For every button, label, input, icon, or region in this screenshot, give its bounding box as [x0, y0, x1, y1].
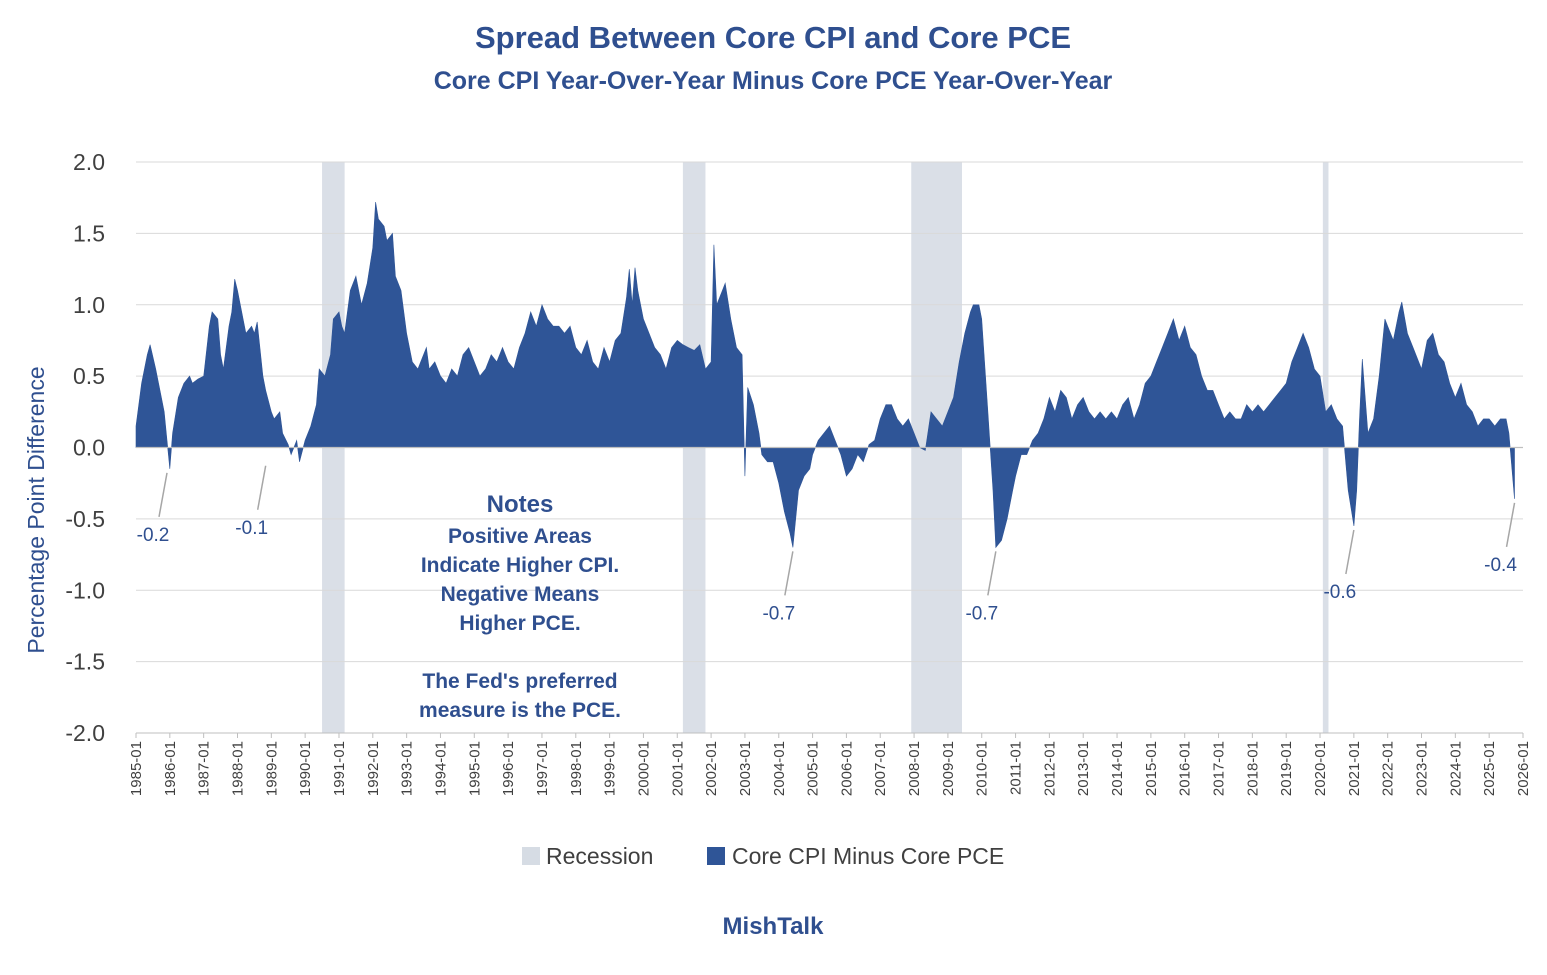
- legend-swatch-series: [707, 847, 725, 865]
- x-tick-label: 1988-01: [230, 741, 247, 796]
- x-tick-label: 2003-01: [737, 741, 754, 796]
- x-tick-label: 2006-01: [838, 741, 855, 796]
- notes-box: Notes Positive Areas Indicate Higher CPI…: [419, 491, 621, 722]
- y-tick-label: 2.0: [73, 149, 105, 175]
- x-tick-label: 1994-01: [433, 741, 450, 796]
- chart-title: Spread Between Core CPI and Core PCE: [475, 20, 1071, 55]
- source-label: MishTalk: [723, 913, 825, 940]
- annotation-leader: [987, 551, 997, 596]
- x-tick-label: 2019-01: [1278, 741, 1295, 796]
- x-tick-label: 2026-01: [1515, 741, 1532, 796]
- x-tick-label: 2005-01: [805, 741, 822, 796]
- x-tick-label: 2024-01: [1447, 741, 1464, 796]
- x-tick-labels: 1985-01 1986-01 1987-01 1988-01 1989-01 1990-…: [128, 733, 1532, 796]
- y-tick-label: 0.0: [73, 435, 105, 461]
- notes-line: Indicate Higher CPI.: [421, 554, 619, 577]
- axes: [136, 446, 1523, 734]
- notes-line: measure is the PCE.: [419, 699, 621, 722]
- x-tick-label: 1995-01: [466, 741, 483, 796]
- notes-heading: Notes: [487, 491, 554, 518]
- y-tick-label: -1.0: [65, 577, 105, 603]
- x-tick-label: 2015-01: [1143, 741, 1160, 796]
- y-tick-label: -1.5: [65, 649, 105, 675]
- x-tick-label: 1991-01: [331, 741, 348, 796]
- x-tick-label: 2018-01: [1244, 741, 1261, 796]
- x-tick-label: 2022-01: [1380, 741, 1397, 796]
- x-tick-label: 1989-01: [263, 741, 280, 796]
- x-tick-label: 1992-01: [365, 741, 382, 796]
- x-tick-label: 2016-01: [1177, 741, 1194, 796]
- annotation-label: -0.1: [235, 518, 268, 539]
- x-tick-label: 2008-01: [906, 741, 923, 796]
- x-tick-label: 1985-01: [128, 741, 145, 796]
- x-tick-label: 2000-01: [635, 741, 652, 796]
- y-tick-label: -0.5: [65, 506, 105, 532]
- x-tick-label: 2013-01: [1075, 741, 1092, 796]
- x-tick-label: 1999-01: [602, 741, 619, 796]
- x-tick-label: 2014-01: [1109, 741, 1126, 796]
- x-tick-label: 1998-01: [568, 741, 585, 796]
- x-tick-label: 1993-01: [399, 741, 416, 796]
- area-series-spread: [135, 201, 1515, 549]
- x-tick-label: 2009-01: [940, 741, 957, 796]
- x-tick-label: 1986-01: [162, 741, 179, 796]
- x-tick-label: 2001-01: [669, 741, 686, 796]
- y-tick-label: 1.0: [73, 292, 105, 318]
- y-tick-label: 1.5: [73, 220, 105, 246]
- annotation-leader: [158, 472, 168, 518]
- notes-line: Higher PCE.: [459, 612, 580, 635]
- notes-line: Positive Areas: [448, 525, 592, 548]
- x-tick-label: 1987-01: [196, 741, 213, 796]
- y-axis-label: Percentage Point Difference: [23, 366, 49, 653]
- annotations: -0.2 -0.1 -0.7 -0.7 -0.6 -0.4: [137, 465, 1517, 624]
- x-tick-label: 2021-01: [1346, 741, 1363, 796]
- x-tick-label: 1997-01: [534, 741, 551, 796]
- x-tick-label: 2007-01: [872, 741, 889, 796]
- legend-swatch-recession: [522, 847, 540, 865]
- x-tick-label: 2025-01: [1481, 741, 1498, 796]
- area-series: [135, 201, 1515, 549]
- x-tick-label: 2004-01: [771, 741, 788, 796]
- annotation-label: -0.7: [762, 603, 795, 624]
- annotation-leader: [256, 465, 267, 510]
- x-tick-label: 1990-01: [297, 741, 314, 796]
- x-tick-label: 2017-01: [1211, 741, 1228, 796]
- x-tick-label: 2011-01: [1008, 741, 1025, 795]
- annotation-label: -0.6: [1323, 582, 1356, 603]
- annotation-leader: [784, 551, 794, 596]
- y-tick-label: 0.5: [73, 363, 105, 389]
- annotation-label: -0.7: [965, 603, 998, 624]
- notes-line: The Fed's preferred: [422, 670, 617, 693]
- x-tick-label: 1996-01: [500, 741, 517, 796]
- annotation-label: -0.2: [137, 525, 170, 546]
- x-tick-label: 2012-01: [1041, 741, 1058, 796]
- y-tick-label: -2.0: [65, 720, 105, 746]
- y-tick-labels: 2.0 1.5 1.0 0.5 0.0 -0.5 -1.0 -1.5 -2.0: [65, 149, 105, 746]
- x-tick-label: 2010-01: [974, 741, 991, 796]
- legend-label-recession: Recession: [546, 843, 653, 869]
- annotation-label: -0.4: [1484, 555, 1517, 576]
- legend: Recession Core CPI Minus Core PCE: [522, 843, 1004, 869]
- x-tick-label: 2002-01: [703, 741, 720, 796]
- x-tick-label: 2020-01: [1312, 741, 1329, 796]
- legend-label-series: Core CPI Minus Core PCE: [732, 843, 1004, 869]
- annotation-leader: [1505, 502, 1516, 548]
- chart-subtitle: Core CPI Year-Over-Year Minus Core PCE Y…: [434, 67, 1113, 95]
- notes-line: Negative Means: [441, 583, 600, 606]
- x-tick-label: 2023-01: [1414, 741, 1431, 796]
- annotation-leader: [1345, 529, 1355, 575]
